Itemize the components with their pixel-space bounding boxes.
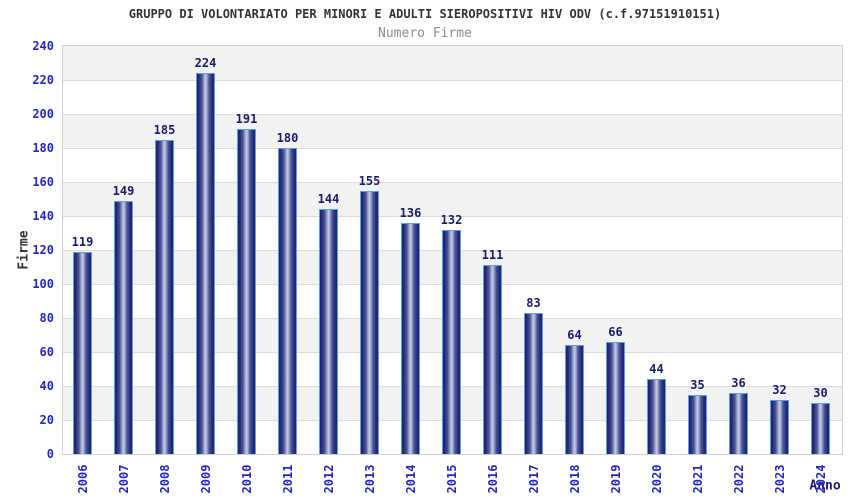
y-tick-label: 20 (39, 413, 54, 427)
bar-value-label: 36 (731, 375, 746, 390)
bar-value-label: 64 (567, 328, 582, 343)
x-tick-label: 2013 (362, 464, 377, 494)
plot-band (63, 80, 842, 114)
x-tick-label: 2012 (321, 464, 336, 494)
bar-2021 (688, 394, 707, 454)
bar-value-label: 155 (358, 173, 381, 188)
y-tick-label: 40 (39, 379, 54, 393)
x-axis-label: Anno (809, 478, 841, 494)
x-tick-label: 2023 (772, 464, 787, 494)
bar-value-label: 111 (481, 248, 504, 263)
bar-value-label: 35 (690, 377, 705, 392)
grid-line (63, 182, 842, 183)
bar-2011 (278, 148, 297, 454)
x-tick-label: 2024 (813, 464, 828, 494)
y-tick-label: 60 (39, 345, 54, 359)
grid-line (63, 80, 842, 81)
bar-2010 (237, 129, 256, 454)
x-tick-label: 2019 (608, 464, 623, 494)
x-tick-label: 2020 (649, 464, 664, 494)
plot-band (63, 148, 842, 182)
x-tick-label: 2010 (239, 464, 254, 494)
y-tick-label: 160 (32, 175, 54, 189)
x-tick-label: 2009 (198, 464, 213, 494)
bar-2020 (647, 379, 666, 454)
chart-subtitle: Numero Firme (378, 26, 472, 41)
bar-value-label: 136 (399, 205, 422, 220)
y-tick-label: 120 (32, 243, 54, 257)
y-tick-label: 180 (32, 141, 54, 155)
grid-line (63, 216, 842, 217)
y-tick-label: 240 (32, 39, 54, 53)
x-tick-label: 2022 (731, 464, 746, 494)
bar-2006 (73, 251, 92, 454)
bar-value-label: 144 (317, 192, 340, 207)
bar-2023 (770, 399, 789, 454)
plot-band (63, 182, 842, 216)
bar-value-label: 191 (235, 112, 258, 127)
x-tick-label: 2014 (403, 464, 418, 494)
grid-line (63, 114, 842, 115)
bar-2024 (811, 403, 830, 454)
x-tick-label: 2015 (444, 464, 459, 494)
x-tick-label: 2021 (690, 464, 705, 494)
bar-value-label: 32 (772, 382, 787, 397)
bar-2022 (729, 392, 748, 454)
bar-2009 (196, 73, 215, 454)
x-tick-label: 2016 (485, 464, 500, 494)
bar-value-label: 30 (813, 386, 828, 400)
x-tick-label: 2006 (75, 464, 90, 494)
x-tick-label: 2018 (567, 464, 582, 494)
bar-2008 (155, 139, 174, 454)
chart-title: GRUPPO DI VOLONTARIATO PER MINORI E ADUL… (128, 7, 722, 21)
bar-value-label: 224 (194, 56, 217, 71)
bar-value-label: 185 (153, 122, 176, 137)
bar-value-label: 83 (526, 295, 541, 310)
bar-value-label: 119 (71, 234, 94, 249)
x-tick-label: 2007 (116, 464, 131, 494)
plot-band (63, 114, 842, 148)
x-tick-label: 2008 (157, 464, 172, 494)
bar-value-label: 132 (440, 212, 463, 227)
y-tick-label: 220 (32, 73, 54, 87)
bar-2017 (524, 312, 543, 454)
y-tick-label: 140 (32, 209, 54, 223)
y-tick-label: 80 (39, 311, 54, 325)
plot-band (63, 46, 842, 80)
y-tick-label: 200 (32, 107, 54, 121)
y-tick-label: 0 (46, 447, 54, 461)
bar-2016 (483, 265, 502, 454)
plot-area (62, 45, 843, 455)
y-tick-label: 100 (32, 277, 54, 291)
bar-2018 (565, 345, 584, 454)
bar-2019 (606, 341, 625, 454)
bar-2013 (360, 190, 379, 454)
bar-2014 (401, 222, 420, 454)
bar-value-label: 149 (112, 183, 135, 198)
bar-2015 (442, 229, 461, 454)
bar-value-label: 44 (649, 362, 664, 377)
x-tick-label: 2017 (526, 464, 541, 494)
grid-line (63, 148, 842, 149)
x-tick-label: 2011 (280, 464, 295, 494)
bar-2007 (114, 200, 133, 454)
bar-value-label: 180 (276, 131, 299, 145)
bar-2012 (319, 209, 338, 454)
bar-value-label: 66 (608, 324, 623, 339)
